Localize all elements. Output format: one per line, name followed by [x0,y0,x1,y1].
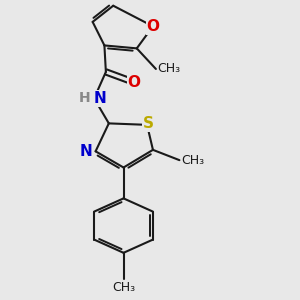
Text: CH₃: CH₃ [181,154,204,166]
Text: O: O [127,75,140,90]
Text: S: S [143,116,154,131]
Text: H: H [79,92,91,105]
Text: O: O [146,19,159,34]
Text: CH₃: CH₃ [158,62,181,76]
Text: N: N [80,144,93,159]
Text: CH₃: CH₃ [112,281,135,294]
Text: N: N [94,91,107,106]
